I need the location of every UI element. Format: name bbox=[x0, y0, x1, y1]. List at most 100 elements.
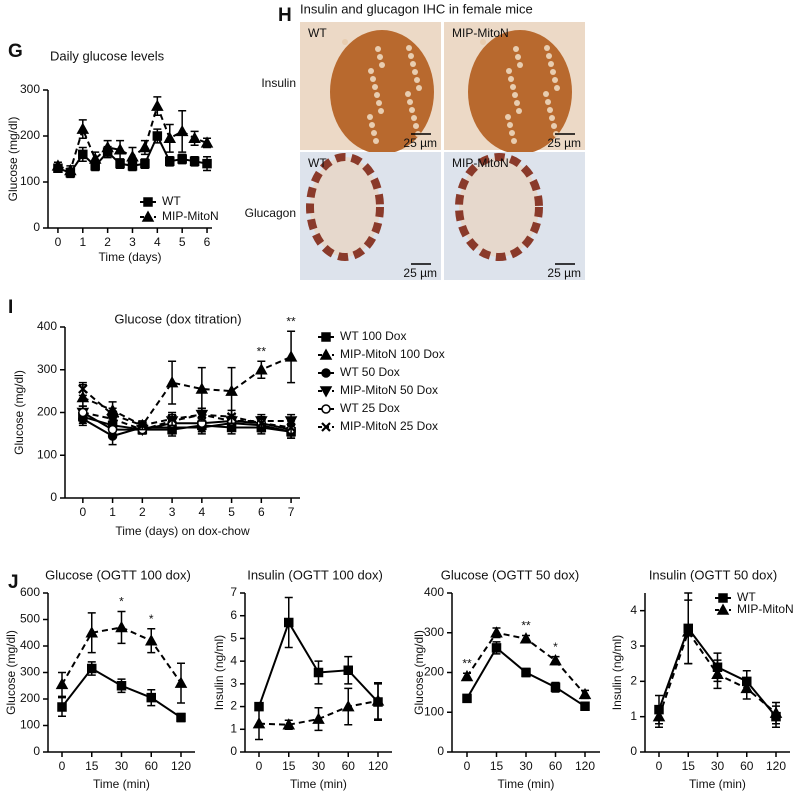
nucleus bbox=[512, 92, 518, 98]
marker bbox=[718, 593, 728, 603]
legend-label: MIP-MitoN 50 Dox bbox=[340, 383, 438, 397]
nucleus bbox=[413, 123, 419, 129]
marker bbox=[152, 131, 163, 141]
legend-label: MIP-MitoN bbox=[737, 602, 794, 616]
marker bbox=[580, 701, 590, 712]
marker bbox=[519, 632, 533, 644]
y-tick-label: 2 bbox=[230, 699, 237, 713]
x-axis-label: Time (days) bbox=[99, 250, 162, 264]
legend-label: MIP-MitoN 100 Dox bbox=[340, 347, 445, 361]
nucleus bbox=[508, 76, 514, 82]
marker bbox=[115, 620, 128, 633]
marker bbox=[681, 625, 695, 637]
chart-title: Glucose (dox titration) bbox=[114, 311, 241, 326]
y-tick-label: 100 bbox=[37, 447, 57, 461]
y-tick-label: 600 bbox=[20, 585, 40, 599]
x-tick-label: 6 bbox=[204, 235, 211, 249]
marker bbox=[313, 667, 324, 678]
x-tick-label: 4 bbox=[198, 505, 205, 519]
y-tick-label: 100 bbox=[20, 718, 40, 732]
nucleus bbox=[548, 61, 554, 67]
cell-label: MIP-MitoN bbox=[452, 156, 509, 170]
nucleus bbox=[367, 114, 373, 120]
marker bbox=[371, 694, 385, 706]
y-axis-label: Insulin (ng/ml) bbox=[212, 635, 226, 710]
marker bbox=[284, 617, 294, 628]
annotation: ** bbox=[257, 344, 267, 358]
nucleus bbox=[416, 85, 422, 91]
marker bbox=[55, 677, 69, 690]
marker bbox=[252, 717, 266, 729]
marker bbox=[195, 382, 209, 394]
marker bbox=[151, 99, 164, 111]
y-axis-label: Glucose (mg/dl) bbox=[412, 630, 426, 715]
x-axis-label: Time (min) bbox=[498, 777, 555, 791]
scale-label: 25 µm bbox=[403, 266, 437, 280]
marker bbox=[282, 718, 296, 730]
nucleus bbox=[374, 92, 380, 98]
x-tick-label: 120 bbox=[575, 759, 595, 773]
x-tick-label: 60 bbox=[740, 759, 754, 773]
nucleus bbox=[368, 68, 374, 74]
nucleus bbox=[543, 91, 549, 97]
y-tick-label: 5 bbox=[230, 631, 237, 645]
nucleus bbox=[506, 68, 512, 74]
nucleus bbox=[414, 77, 420, 83]
x-tick-label: 0 bbox=[464, 759, 471, 773]
x-tick-label: 120 bbox=[368, 759, 388, 773]
y-axis-label: Glucose (mg/dl) bbox=[12, 370, 26, 455]
nucleus bbox=[379, 62, 385, 68]
chart-title: Insulin (OGTT 50 dox) bbox=[649, 567, 777, 582]
panel-letter: I bbox=[8, 297, 13, 318]
x-axis-label: Time (min) bbox=[93, 777, 150, 791]
x-tick-label: 15 bbox=[490, 759, 504, 773]
marker bbox=[256, 418, 267, 428]
x-tick-label: 0 bbox=[59, 759, 66, 773]
micrograph bbox=[300, 22, 441, 154]
x-tick-label: 3 bbox=[169, 505, 176, 519]
islet bbox=[468, 30, 572, 154]
x-tick-label: 0 bbox=[80, 505, 87, 519]
marker bbox=[57, 702, 67, 712]
legend-label: MIP-MitoN 25 Dox bbox=[340, 419, 438, 433]
x-axis-label: Time (days) on dox-chow bbox=[115, 524, 250, 538]
y-axis-label: Insulin (ng/ml) bbox=[610, 635, 624, 710]
marker bbox=[491, 643, 502, 653]
x-tick-label: 60 bbox=[549, 759, 563, 773]
marker bbox=[140, 158, 150, 169]
nucleus bbox=[552, 77, 558, 83]
y-tick-label: 2 bbox=[630, 674, 637, 688]
y-tick-label: 3 bbox=[630, 638, 637, 652]
nucleus bbox=[510, 84, 516, 90]
x-tick-label: 60 bbox=[342, 759, 356, 773]
marker bbox=[652, 710, 666, 722]
marker bbox=[341, 700, 355, 712]
annotation: * bbox=[119, 595, 124, 609]
nucleus bbox=[513, 46, 519, 52]
marker bbox=[549, 654, 562, 666]
x-tick-label: 7 bbox=[288, 505, 295, 519]
nucleus bbox=[407, 99, 413, 105]
nucleus bbox=[371, 130, 377, 136]
x-tick-label: 15 bbox=[85, 759, 99, 773]
marker bbox=[188, 131, 201, 144]
y-tick-label: 0 bbox=[437, 744, 444, 758]
x-tick-label: 5 bbox=[179, 235, 186, 249]
y-tick-label: 500 bbox=[20, 612, 40, 626]
panel-letter: J bbox=[8, 572, 19, 593]
nucleus bbox=[514, 100, 520, 106]
nucleus bbox=[373, 138, 379, 144]
x-tick-label: 3 bbox=[129, 235, 136, 249]
nucleus bbox=[412, 69, 418, 75]
x-tick-label: 30 bbox=[519, 759, 533, 773]
x-tick-label: 2 bbox=[104, 235, 111, 249]
x-axis-label: Time (min) bbox=[290, 777, 347, 791]
nucleus bbox=[409, 107, 415, 113]
row-label: Glucagon bbox=[245, 206, 296, 220]
y-tick-label: 0 bbox=[630, 744, 637, 758]
marker bbox=[711, 667, 724, 680]
annotation: ** bbox=[521, 619, 531, 633]
series-line bbox=[82, 411, 292, 431]
y-axis-label: Glucose (mg/dl) bbox=[6, 117, 20, 202]
marker bbox=[460, 669, 474, 682]
